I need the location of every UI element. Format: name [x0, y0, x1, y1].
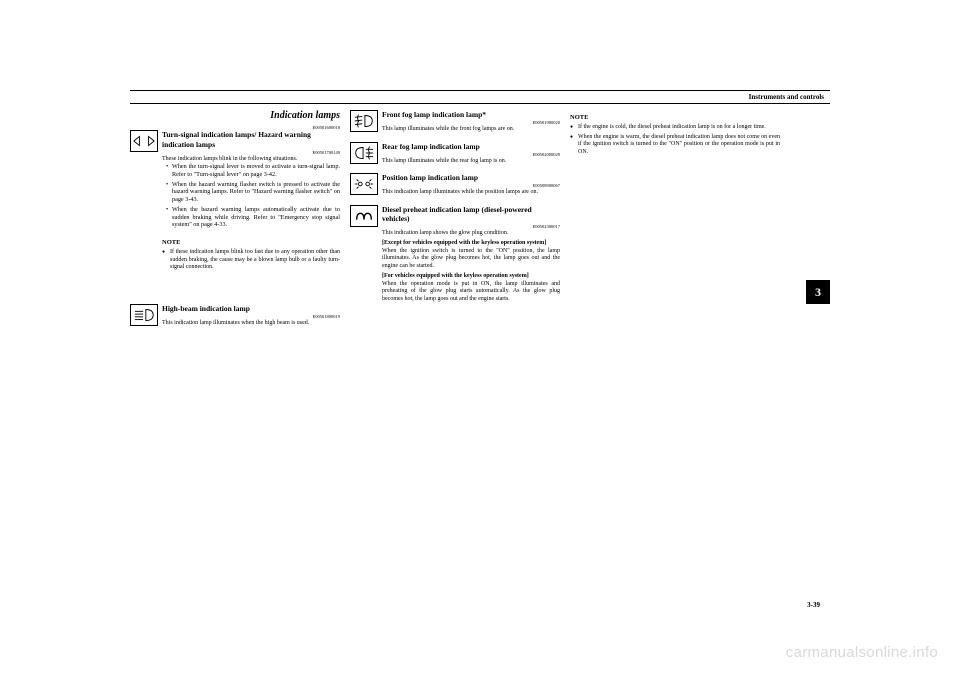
position-lamp-section: Position lamp indication lamp E005089000…	[350, 173, 560, 197]
turn-signal-section: Turn-signal indication lamps/ Hazard war…	[130, 130, 340, 231]
rear-fog-section: Rear fog lamp indication lamp E005020000…	[350, 142, 560, 166]
turn-signal-icon	[130, 130, 158, 152]
rule-bottom	[130, 103, 830, 104]
high-beam-icon	[130, 304, 158, 326]
columns: Indication lamps E00501600018 Turn-signa…	[130, 110, 830, 610]
position-lamp-body: This indication lamp illuminates while t…	[382, 189, 560, 197]
note-title: NOTE	[570, 114, 780, 122]
front-fog-icon	[350, 110, 378, 132]
position-lamp-title: Position lamp indication lamp	[382, 173, 560, 182]
diesel-sq2-title: [For vehicles equipped with the keyless …	[382, 273, 560, 281]
note-item: If the engine is cold, the diesel prehea…	[570, 124, 780, 132]
diesel-sq2-body: When the operation mode is put in ON, th…	[382, 281, 560, 304]
note-list: If the engine is cold, the diesel prehea…	[570, 124, 780, 156]
rear-fog-body: This lamp illuminates while the rear fog…	[382, 158, 560, 166]
position-lamp-icon	[350, 173, 378, 195]
rule-top	[130, 90, 830, 91]
turn-signal-bullets: When the turn-signal lever is moved to a…	[162, 163, 340, 229]
turn-signal-title: Turn-signal indication lamps/ Hazard war…	[162, 130, 340, 149]
high-beam-body: This indication lamp illuminates when th…	[162, 320, 340, 328]
note-item: If these indication lamps blink too fast…	[162, 249, 340, 272]
diesel-sq1-body: When the ignition switch is turned to th…	[382, 248, 560, 271]
diesel-intro: This indication lamp shows the glow plug…	[382, 230, 560, 238]
watermark: carmanualsonline.info	[786, 644, 938, 661]
rear-fog-title: Rear fog lamp indication lamp	[382, 142, 560, 151]
diesel-title: Diesel preheat indication lamp (diesel-p…	[382, 205, 560, 224]
bullet-item: When the turn-signal lever is moved to a…	[166, 163, 340, 179]
header-label: Instruments and controls	[130, 93, 830, 103]
front-fog-section: Front fog lamp indication lamp* E0050190…	[350, 110, 560, 134]
rear-fog-icon	[350, 142, 378, 164]
note-item: When the engine is warm, the diesel preh…	[570, 134, 780, 157]
diesel-preheat-icon	[350, 205, 378, 227]
diesel-sq1-title: [Except for vehicles equipped with the k…	[382, 240, 560, 248]
turn-signal-intro: These indication lamps blink in the foll…	[162, 156, 340, 164]
front-fog-title: Front fog lamp indication lamp*	[382, 110, 560, 119]
high-beam-section: High-beam indication lamp E00501800019 T…	[130, 304, 340, 328]
column-3: NOTE If the engine is cold, the diesel p…	[570, 110, 780, 610]
bullet-item: When the hazard warning flasher switch i…	[166, 181, 340, 204]
manual-page: Instruments and controls Indication lamp…	[130, 90, 830, 610]
front-fog-body: This lamp illuminates while the front fo…	[382, 126, 560, 134]
note-title: NOTE	[162, 239, 340, 247]
column-2: Front fog lamp indication lamp* E0050190…	[350, 110, 560, 610]
diesel-preheat-section: Diesel preheat indication lamp (diesel-p…	[350, 205, 560, 304]
section-title-indication-lamps: Indication lamps	[130, 110, 340, 123]
bullet-item: When the hazard warning lamps automatica…	[166, 206, 340, 229]
high-beam-title: High-beam indication lamp	[162, 304, 340, 313]
note-block: NOTE If these indication lamps blink too…	[162, 239, 340, 272]
page-number: 3-39	[807, 601, 820, 610]
column-1: Indication lamps E00501600018 Turn-signa…	[130, 110, 340, 610]
chapter-tab: 3	[806, 280, 830, 304]
